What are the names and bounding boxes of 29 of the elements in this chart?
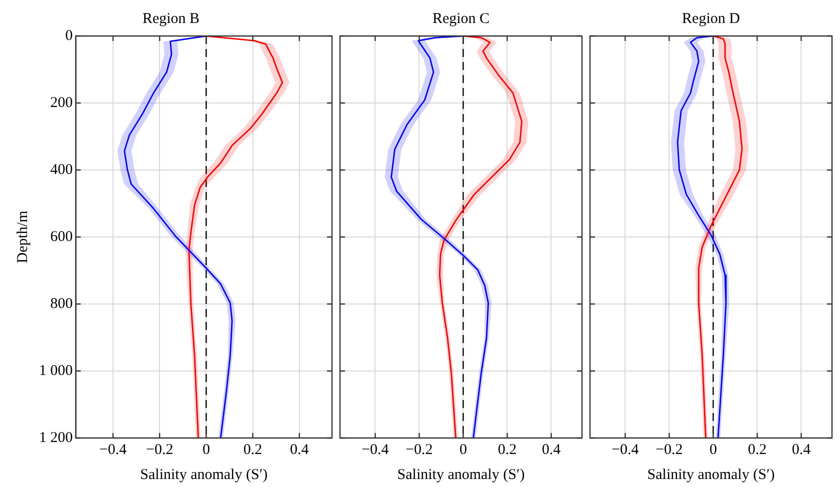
- chart-title: Region B: [142, 10, 200, 27]
- x-axis-title: Salinity anomaly (S′): [397, 466, 525, 483]
- y-tick-label: 400: [50, 162, 73, 178]
- chart-title: Region D: [682, 10, 740, 27]
- x-axis-title: Salinity anomaly (S′): [647, 466, 775, 483]
- y-tick-label: 200: [50, 94, 73, 111]
- x-tick-label: 0: [202, 442, 210, 458]
- y-tick-label: 1 200: [39, 430, 73, 446]
- y-tick-label: 1 000: [39, 362, 73, 379]
- chart-title: Region C: [432, 10, 490, 27]
- x-axis-title: Salinity anomaly (S′): [140, 466, 268, 483]
- x-tick-label: −0.2: [656, 442, 683, 458]
- x-tick-label: 0.4: [290, 442, 310, 458]
- x-tick-label: 0.2: [748, 442, 767, 458]
- y-axis-title: Depth/m: [14, 210, 31, 264]
- x-tick-label: 0: [709, 442, 717, 458]
- x-tick-label: 0.2: [243, 442, 262, 458]
- x-tick-label: −0.2: [406, 442, 433, 458]
- y-tick-label: 0: [65, 28, 73, 44]
- x-tick-label: 0.4: [542, 442, 562, 458]
- x-tick-label: 0: [459, 442, 467, 458]
- x-tick-label: −0.4: [99, 442, 128, 458]
- x-tick-label: 0.2: [498, 442, 517, 458]
- x-tick-label: −0.4: [612, 442, 640, 458]
- y-tick-label: 800: [50, 296, 73, 312]
- y-tick-label: 600: [50, 228, 73, 245]
- x-tick-label: −0.2: [146, 442, 174, 458]
- x-tick-label: 0.4: [792, 442, 812, 458]
- x-tick-label: −0.4: [362, 442, 390, 458]
